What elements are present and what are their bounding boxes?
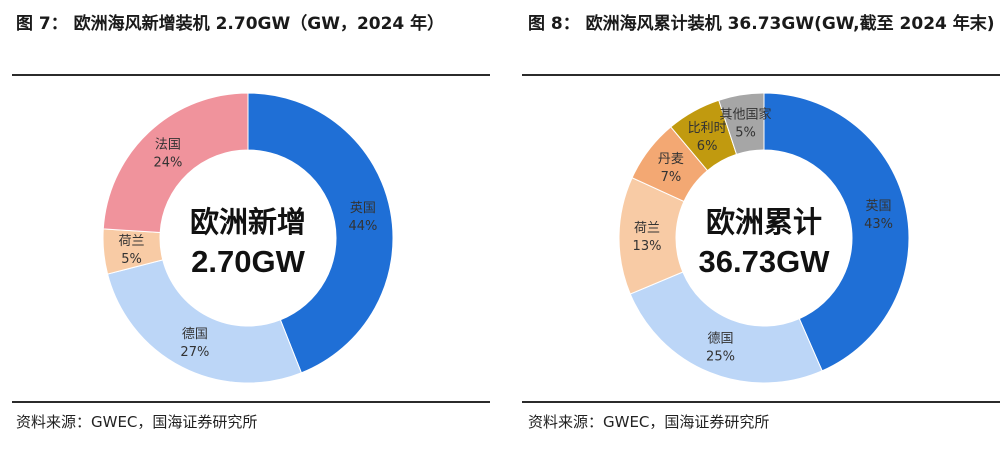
slice-category-label: 英国 [866, 199, 892, 214]
slice-percent-label: 5% [735, 125, 756, 140]
donut-center-value: 2.70GW [191, 244, 305, 279]
figure-7-panel: 图 7： 欧洲海风新增装机 2.70GW（GW，2024 年） 英国 44% 德国 2… [12, 14, 490, 431]
slice-category-label: 法国 [155, 138, 181, 153]
slice-category-label: 其他国家 [720, 106, 772, 122]
slice-percent-label: 5% [121, 252, 142, 267]
donut-center-title: 欧洲新增 [190, 205, 306, 239]
donut-slice-fig7-3 [102, 92, 249, 234]
figure-7-donut-chart: 英国 44% 德国 27% 荷兰 5% 法国 24% 欧洲新增 2.70GW [102, 92, 394, 384]
slice-percent-label: 25% [706, 350, 735, 365]
figure-8-source: 资料来源：GWEC，国海证券研究所 [528, 413, 770, 431]
donut-slice-fig7-0 [247, 92, 394, 374]
figure-8-bottom-rule [522, 401, 1000, 403]
slice-category-label: 德国 [708, 332, 734, 347]
slice-percent-label: 13% [633, 239, 662, 254]
figure-8-donut-chart: 英国 43% 德国 25% 荷兰 13% 丹麦 7% 比利时 6% 其他国家 5% 欧洲累计 36.73G… [618, 92, 910, 384]
slice-category-label: 丹麦 [658, 152, 684, 167]
slice-percent-label: 44% [348, 219, 377, 234]
donut-center-value: 36.73GW [699, 244, 831, 279]
figure-7-bottom-rule [12, 401, 490, 403]
slice-percent-label: 7% [661, 170, 682, 185]
donut-center-title: 欧洲累计 [706, 205, 822, 239]
slice-category-label: 荷兰 [119, 234, 145, 249]
figure-7-title: 图 7： 欧洲海风新增装机 2.70GW（GW，2024 年） [16, 14, 445, 34]
slice-category-label: 英国 [350, 201, 376, 216]
slice-category-label: 德国 [182, 327, 208, 342]
donut-slice-fig8-5 [718, 92, 765, 156]
figure-8-title: 图 8： 欧洲海风累计装机 36.73GW(GW,截至 2024 年末) [528, 14, 995, 34]
slice-category-label: 荷兰 [634, 221, 660, 236]
figure-8-top-rule [522, 74, 1000, 76]
slice-percent-label: 43% [864, 217, 893, 232]
donut-slice-fig8-1 [629, 271, 823, 384]
donut-slice-fig8-0 [763, 92, 910, 372]
slice-percent-label: 6% [697, 139, 718, 154]
slice-percent-label: 27% [180, 345, 209, 360]
figure-7-source: 资料来源：GWEC，国海证券研究所 [16, 413, 258, 431]
figure-8-panel: 图 8： 欧洲海风累计装机 36.73GW(GW,截至 2024 年末) 英国 4… [510, 0, 1000, 449]
donut-slice-fig7-1 [106, 259, 303, 384]
slice-category-label: 比利时 [688, 121, 727, 136]
figure-7-top-rule [12, 74, 490, 76]
slice-percent-label: 24% [153, 156, 182, 171]
